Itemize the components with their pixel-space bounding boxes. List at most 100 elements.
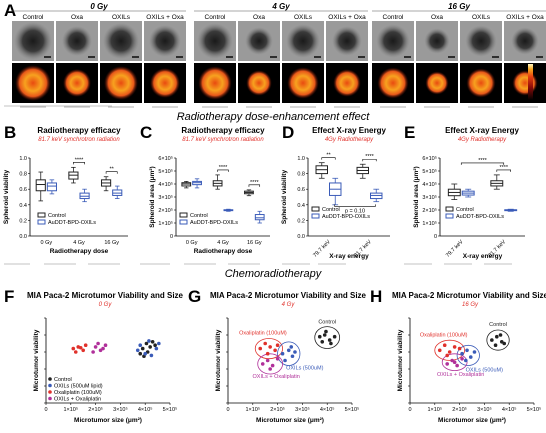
chart-subtitle: 81.7 keV synchrotron radiation (182, 137, 264, 143)
legend-label: Control (48, 213, 66, 219)
chart-subtitle: 4Gy Radiotherapy (325, 137, 374, 143)
cluster-ellipse (254, 338, 284, 360)
pvalue-bracket (334, 204, 376, 207)
y-tick-label: 6×10⁵ (422, 155, 437, 162)
y-axis-label: Spheroid viability (3, 170, 10, 225)
data-point (329, 341, 333, 346)
column-header: OXILs (294, 14, 313, 21)
data-point (493, 343, 498, 348)
legend-label: Oxaliplatin (100uM) (54, 390, 102, 396)
spheroid-heatmap (104, 66, 138, 100)
legend-label: AuDDT-BPD-OXILs (48, 220, 96, 226)
x-tick-label: 3×10⁵ (113, 406, 128, 413)
y-tick-label: 5×10⁵ (158, 168, 173, 175)
chart-title: MIA Paca-2 Microtumor Viability and Size (392, 291, 546, 300)
viability-colorbar: 3 0 Viability (528, 64, 546, 103)
cluster-label: Control (489, 322, 507, 328)
y-axis-label: Spheroid area (μm²) (149, 166, 156, 227)
y-tick-label: 1×10⁵ (158, 220, 173, 227)
data-point (149, 353, 154, 358)
data-point (468, 355, 473, 359)
data-point (442, 343, 447, 348)
colorbar-max: 3 (535, 64, 538, 70)
data-point (290, 354, 295, 359)
x-tick-label: 5×10⁵ (345, 406, 360, 413)
legend-marker (48, 396, 52, 401)
column-header: Control (205, 14, 227, 21)
spheroid-heatmap (63, 69, 91, 97)
data-point (101, 346, 105, 351)
spheroid-gray (424, 28, 450, 54)
dose-label: 4 Gy (271, 2, 290, 11)
y-tick-label: 0.8 (297, 172, 305, 178)
cluster-label: Control (318, 320, 336, 326)
dose-label: 16 Gy (448, 2, 470, 11)
chart-title: Radiotherapy efficacy (37, 126, 121, 135)
spheroid-gray (197, 23, 233, 59)
panel-letter-c: C (140, 123, 152, 142)
y-tick-label: 1×10⁵ (422, 220, 437, 227)
data-point (73, 350, 78, 354)
y-tick-label: 4×10⁵ (158, 181, 173, 188)
legend-label: AuDDT-BPD-OXILs (456, 214, 504, 220)
chart-title: Effect X-ray Energy (445, 126, 519, 135)
legend-swatch (445, 213, 454, 219)
data-point (472, 350, 477, 354)
legend-label: AuDDT-BPD-OXILs (190, 220, 238, 226)
cluster-label: OXILs (500uM) (466, 367, 503, 373)
data-point (138, 351, 143, 356)
data-point (71, 346, 76, 351)
data-point (490, 338, 494, 342)
data-point (135, 348, 140, 353)
y-tick-label: 1.0 (297, 156, 305, 162)
sig-bracket (496, 169, 511, 172)
panel-letter-h: H (370, 287, 382, 306)
y-axis-label: Microtumor viability (397, 329, 404, 391)
cluster-ellipse (314, 326, 341, 349)
data-point (93, 345, 98, 349)
sig-label: ** (326, 153, 331, 159)
spheroid-heatmap (425, 71, 449, 95)
data-point (452, 345, 457, 349)
box-control (35, 179, 46, 192)
sig-bracket (105, 171, 118, 174)
y-tick-label: 4×10⁵ (422, 181, 437, 188)
chart-title: MIA Paca-2 Microtumor Viability and Size (27, 291, 184, 300)
cluster-ellipse (277, 341, 301, 366)
data-point (455, 363, 459, 368)
sig-bracket (73, 162, 85, 165)
legend-label: OXILs (500uM lipid) (54, 384, 103, 390)
y-tick-label: 0.4 (19, 203, 27, 209)
data-point (91, 350, 95, 354)
y-axis-label: Spheroid area (μm²) (413, 166, 420, 227)
data-point (498, 333, 503, 337)
y-tick-label: 0.6 (19, 187, 27, 193)
legend-swatch (311, 213, 320, 219)
spheroid-gray (465, 25, 497, 57)
x-tick-label: 4×10⁵ (320, 406, 335, 413)
y-tick-label: 0.8 (19, 172, 27, 178)
spheroid-gray (286, 24, 320, 58)
y-tick-label: 0.0 (297, 234, 305, 240)
spheroid-gray (511, 27, 539, 55)
data-point (445, 362, 450, 366)
panel-letter-e: E (404, 123, 415, 142)
spheroid-heatmap (333, 69, 361, 97)
spheroid-gray (62, 26, 92, 56)
sig-bracket (248, 184, 261, 187)
x-tick-label: 0 (408, 407, 411, 413)
x-tick-label: 2×10⁵ (88, 406, 103, 413)
data-point (324, 329, 328, 334)
x-tick-label: 16 Gy (247, 240, 262, 246)
data-point (465, 348, 469, 353)
legend-swatch (179, 212, 188, 218)
y-tick-label: 3×10⁵ (158, 194, 173, 201)
data-point (502, 341, 507, 346)
sig-label: **** (478, 158, 487, 164)
data-point (286, 348, 291, 353)
data-point (275, 357, 280, 361)
data-point (263, 341, 268, 346)
sig-label: **** (499, 165, 508, 171)
sig-label: **** (219, 165, 228, 171)
data-point (464, 358, 468, 363)
